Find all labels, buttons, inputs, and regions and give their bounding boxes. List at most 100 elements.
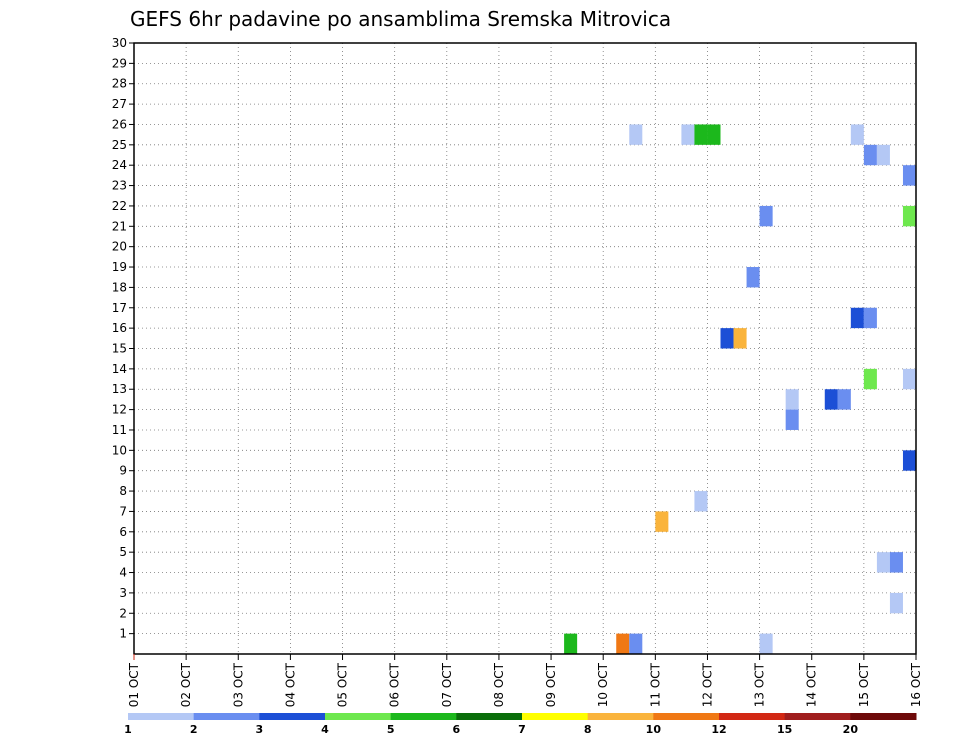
colorbar-label: 12 (711, 723, 726, 736)
chart-title: GEFS 6hr padavine po ansamblima Sremska … (130, 7, 671, 31)
y-axis: 1234567891011121314151617181920212223242… (112, 36, 134, 641)
colorbar-label: 5 (387, 723, 395, 736)
precip-cell (876, 552, 890, 573)
precip-cell (902, 368, 916, 390)
precip-cell (785, 389, 799, 410)
y-tick-label: 8 (119, 484, 127, 498)
x-tick-label: 08 OCT (492, 662, 506, 707)
x-tick-label: 06 OCT (388, 662, 402, 707)
y-tick-label: 5 (119, 545, 127, 559)
y-tick-label: 20 (112, 240, 127, 254)
x-tick-label: 13 OCT (753, 662, 767, 707)
precip-cell (863, 144, 877, 166)
colorbar-segment (390, 713, 457, 720)
colorbar: 1 2 3 4 5 6 7 8 10 12 15 20 (124, 713, 917, 736)
precip-cell (694, 491, 708, 512)
x-tick-label: 04 OCT (283, 662, 297, 707)
x-tick-label: 05 OCT (336, 662, 350, 707)
precip-cell (902, 450, 916, 471)
precip-cell (889, 592, 903, 614)
precip-cell (837, 389, 851, 410)
y-tick-label: 10 (112, 443, 127, 457)
precip-cell (681, 124, 695, 145)
x-tick-label: 11 OCT (648, 662, 662, 707)
y-tick-label: 19 (112, 260, 127, 274)
y-tick-label: 17 (112, 301, 127, 315)
precip-cell (759, 205, 773, 227)
x-axis: 01 OCT 02 OCT 03 OCT 04 OCT 05 OCT 06 OCT 07 O… (127, 654, 923, 707)
x-tick-label: 02 OCT (179, 662, 193, 707)
colorbar-segment (128, 713, 195, 720)
y-tick-label: 13 (112, 382, 127, 396)
colorbar-segment (784, 713, 851, 720)
y-tick-label: 16 (112, 321, 127, 335)
precip-cell (629, 124, 643, 145)
precip-cell (733, 328, 747, 349)
x-tick-label: 09 OCT (544, 662, 558, 707)
y-tick-label: 9 (119, 464, 127, 478)
precip-cell (655, 511, 669, 532)
y-tick-label: 18 (112, 280, 127, 294)
precip-cell (564, 633, 578, 654)
precip-cell (889, 552, 903, 573)
precip-cell (616, 633, 630, 654)
y-tick-label: 6 (119, 525, 127, 539)
y-tick-label: 15 (112, 342, 127, 356)
y-tick-label: 29 (112, 56, 127, 70)
precip-cell (746, 267, 760, 288)
y-tick-label: 25 (112, 138, 127, 152)
x-tick-label: 01 OCT (127, 662, 141, 707)
colorbar-segment (193, 713, 260, 720)
colorbar-label: 2 (190, 723, 198, 736)
y-tick-label: 22 (112, 199, 127, 213)
colorbar-segment (587, 713, 654, 720)
colorbar-segment (456, 713, 523, 720)
precip-cell (850, 307, 864, 329)
y-tick-label: 27 (112, 97, 127, 111)
y-tick-label: 11 (112, 423, 127, 437)
precip-cell (863, 368, 877, 390)
precip-cell (902, 165, 916, 186)
colorbar-label: 10 (646, 723, 662, 736)
x-tick-label: 14 OCT (805, 662, 819, 707)
precip-cell (707, 124, 721, 145)
x-tick-label: 16 OCT (909, 662, 923, 707)
y-tick-label: 12 (112, 403, 127, 417)
colorbar-segment (522, 713, 589, 720)
y-tick-label: 28 (112, 77, 127, 91)
y-tick-label: 30 (112, 36, 127, 50)
x-tick-label: 12 OCT (700, 662, 714, 707)
y-tick-label: 23 (112, 179, 127, 193)
grid-lines (134, 43, 916, 654)
x-tick-label: 03 OCT (231, 662, 245, 707)
precip-cell (694, 124, 708, 145)
colorbar-label: 3 (256, 723, 264, 736)
colorbar-segment (653, 713, 720, 720)
precip-cell (759, 633, 773, 654)
y-tick-label: 3 (119, 586, 127, 600)
precip-cell (850, 124, 864, 145)
y-tick-label: 2 (119, 606, 127, 620)
y-tick-label: 21 (112, 219, 127, 233)
precip-cell (902, 205, 916, 227)
colorbar-label: 8 (584, 723, 592, 736)
precip-cell (824, 389, 838, 410)
colorbar-label: 7 (518, 723, 526, 736)
precip-cell (863, 307, 877, 329)
x-tick-label: 15 OCT (857, 662, 871, 707)
y-tick-label: 7 (119, 504, 127, 518)
colorbar-segment (719, 713, 786, 720)
y-tick-label: 14 (112, 362, 127, 376)
x-tick-label: 07 OCT (440, 662, 454, 707)
colorbar-label: 1 (124, 723, 132, 736)
data-cells (564, 124, 916, 654)
colorbar-segment (259, 713, 326, 720)
colorbar-label: 20 (843, 723, 859, 736)
y-tick-label: 24 (112, 158, 127, 172)
colorbar-label: 15 (777, 723, 792, 736)
colorbar-segment (325, 713, 392, 720)
y-tick-label: 4 (119, 566, 127, 580)
precip-cell (785, 409, 799, 430)
y-tick-label: 1 (119, 627, 127, 641)
